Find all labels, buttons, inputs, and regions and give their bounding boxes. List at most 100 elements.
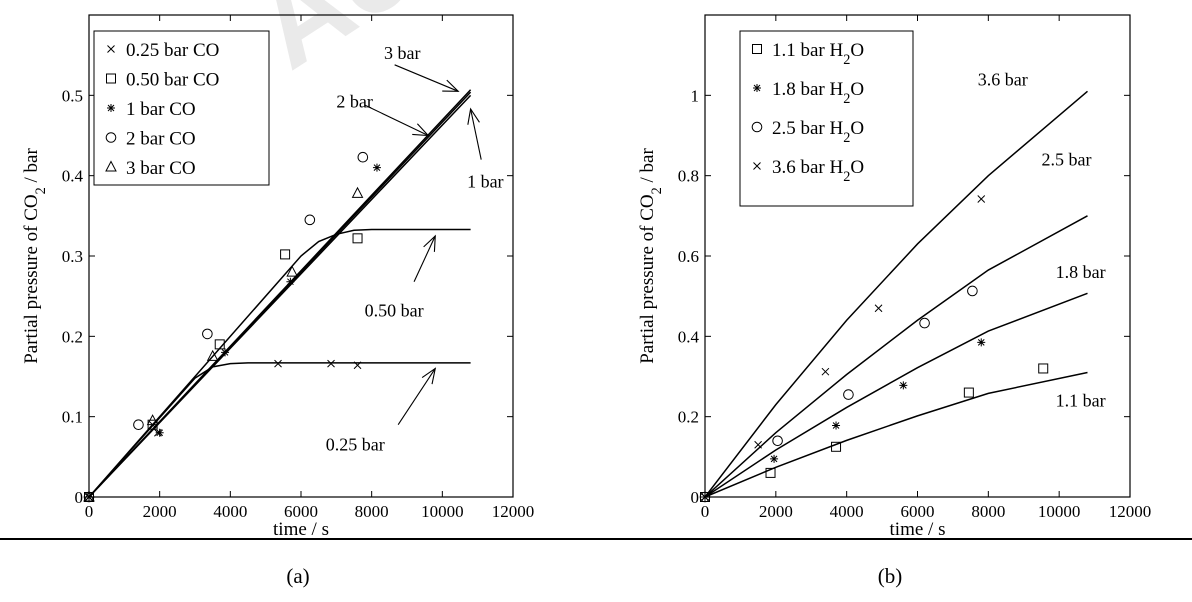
- x-tick-label: 8000: [971, 502, 1005, 521]
- x-tick-label: 8000: [355, 502, 389, 521]
- annotation-arrow-3-bar: [394, 64, 460, 92]
- annotation-3-bar: 3 bar: [384, 43, 420, 63]
- data-point-1-bar-co: [221, 348, 230, 357]
- model-curve-3-6-bar: [705, 90, 1088, 497]
- legend-marker-1-8-bar-h2o: [753, 84, 761, 92]
- series-1-bar-co: [85, 163, 381, 501]
- data-point-1-8-bar-h2o: [770, 454, 779, 463]
- legend-marker-2-bar-co: [105, 132, 117, 143]
- x-tick-label: 6000: [284, 502, 318, 521]
- legend: 0.25 bar CO 0.50 bar CO 1 bar CO 2 bar CO 3 …: [93, 30, 270, 186]
- annotation-0-25-bar: 0.25 bar: [326, 434, 385, 454]
- y-tick-label: 1: [691, 86, 700, 105]
- data-point-1-8-bar-h2o: [832, 421, 841, 430]
- chart-panel-b: 0 2000 4000 6000 8000 10000 12000 0 0.2 0.4 0.6 0.8…: [637, 14, 1152, 540]
- x-axis-label: time / s: [273, 519, 329, 540]
- data-point-1-1-bar-h2o: [1038, 363, 1049, 374]
- legend-label-1-1-bar-h2o: 1.1 bar H2O: [772, 40, 864, 68]
- data-point-2-5-bar-h2o: [843, 389, 854, 400]
- x-tick-label: 4000: [830, 502, 864, 521]
- x-tick-label: 12000: [1109, 502, 1152, 521]
- y-tick-label: 0.2: [62, 327, 83, 346]
- annotation-arrow-0-25-bar: [397, 367, 437, 426]
- data-point-2-5-bar-h2o: [699, 491, 711, 503]
- x-tick-label: 6000: [901, 502, 935, 521]
- data-point-2-5-bar-h2o: [967, 285, 978, 297]
- data-point-3-bar-co: [286, 265, 298, 277]
- model-curve-1-8-bar: [705, 292, 1088, 497]
- y-tick-label: 0: [691, 488, 700, 507]
- annotation-arrow-0-50-bar: [413, 234, 436, 282]
- legend-label-0-50-bar-co: 0.50 bar CO: [126, 70, 219, 91]
- annotation-3-6-bar: 3.6 bar: [978, 69, 1028, 89]
- annotation-1-8-bar: 1.8 bar: [1056, 262, 1106, 282]
- legend-marker-0-25-bar-co: [107, 45, 115, 53]
- data-point-2-5-bar-h2o: [772, 435, 783, 447]
- legend-label-1-bar-co: 1 bar CO: [126, 99, 196, 120]
- x-tick-label: 12000: [492, 502, 535, 521]
- caption-b: (b): [878, 564, 903, 588]
- y-tick-label: 0.6: [678, 247, 699, 266]
- annotation-arrow-1-bar: [467, 107, 482, 160]
- legend-label-1-8-bar-h2o: 1.8 bar H2O: [772, 79, 864, 107]
- legend-label-3-6-bar-h2o: 3.6 bar H2O: [772, 157, 864, 185]
- data-point-1-1-bar-h2o: [765, 467, 776, 478]
- data-point-2-bar-co: [304, 214, 316, 226]
- legend-label-2-5-bar-h2o: 2.5 bar H2O: [772, 118, 864, 146]
- x-tick-label: 2000: [143, 502, 177, 521]
- data-point-3-bar-co: [206, 349, 219, 361]
- legend-label-0-25-bar-co: 0.25 bar CO: [126, 40, 219, 61]
- legend-box: [739, 30, 914, 207]
- annotation-2-bar: 2 bar: [336, 91, 372, 111]
- data-point-1-bar-co: [155, 428, 164, 437]
- legend-marker-2-5-bar-h2o: [751, 121, 763, 133]
- data-point-3-6-bar-h2o: [701, 493, 709, 501]
- model-curve-0-25-bar: [89, 362, 471, 497]
- data-point-3-6-bar-h2o: [977, 195, 986, 203]
- legend: 1.1 bar H2O 1.8 bar H2O 2.5 bar H2O 3.6 bar…: [739, 30, 914, 207]
- data-point-0-50-bar-co: [214, 339, 225, 350]
- legend-label-3-bar-co: 3 bar CO: [126, 158, 196, 179]
- legend-marker-0-50-bar-co: [106, 73, 116, 84]
- series-0-50-bar-co: [84, 233, 363, 502]
- legend-marker-1-1-bar-h2o: [752, 44, 762, 54]
- y-tick-label: 0.4: [62, 167, 84, 186]
- model-curve-2-5-bar: [705, 215, 1088, 497]
- x-tick-label: 10000: [421, 502, 464, 521]
- data-point-3-bar-co: [146, 414, 159, 426]
- data-point-3-6-bar-h2o: [821, 367, 830, 376]
- y-tick-label: 0.5: [62, 86, 83, 105]
- x-tick-label: 0: [701, 502, 710, 521]
- annotation-1-1-bar: 1.1 bar: [1056, 391, 1106, 411]
- y-tick-label: 0.4: [678, 327, 700, 346]
- y-tick-label: 0.2: [678, 408, 699, 427]
- chart-panel-a: 0 2000 4000 6000 8000 10000 12000 0 0.1 0.2 0.3 0.4…: [21, 14, 535, 540]
- data-point-3-6-bar-h2o: [754, 440, 762, 449]
- x-tick-label: 0: [85, 502, 94, 521]
- data-point-3-bar-co: [83, 490, 95, 502]
- data-point-0-25-bar-co: [353, 361, 362, 370]
- model-curve-1-1-bar: [705, 371, 1088, 497]
- y-tick-label: 0.3: [62, 247, 83, 266]
- legend-marker-3-6-bar-h2o: [753, 162, 761, 170]
- x-tick-label: 2000: [759, 502, 793, 521]
- annotation-2-5-bar: 2.5 bar: [1041, 150, 1091, 170]
- data-point-0-50-bar-co: [280, 249, 291, 260]
- data-point-2-bar-co: [202, 328, 213, 340]
- caption-a: (a): [286, 564, 309, 588]
- series-1-8-bar-h2o: [701, 338, 986, 501]
- data-point-2-bar-co: [357, 151, 369, 163]
- x-tick-label: 4000: [213, 502, 247, 521]
- data-point-3-bar-co: [351, 186, 364, 198]
- data-point-2-5-bar-h2o: [919, 317, 930, 329]
- legend-label-2-bar-co: 2 bar CO: [126, 129, 196, 150]
- series-3-bar-co: [83, 186, 364, 502]
- x-axis-label: time / s: [890, 519, 946, 540]
- series-3-6-bar-h2o: [701, 195, 986, 501]
- data-point-1-bar-co: [286, 277, 295, 286]
- data-point-1-8-bar-h2o: [977, 338, 986, 347]
- legend-box: [93, 30, 270, 186]
- y-axis-label: Partial pressure of CO2 / bar: [21, 148, 49, 364]
- model-curves: [705, 90, 1088, 497]
